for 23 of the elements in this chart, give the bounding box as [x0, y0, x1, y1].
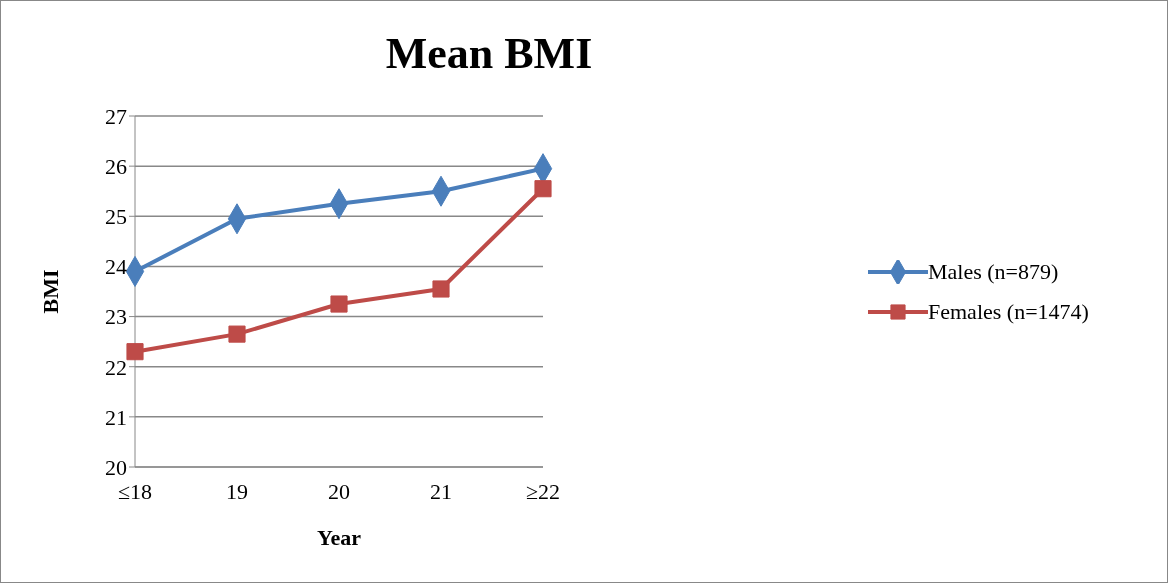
- y-axis-title: BMI: [37, 269, 63, 314]
- y-tick-label: 24: [105, 254, 127, 280]
- y-tick-label: 25: [105, 204, 127, 230]
- chart-title: Mean BMI: [384, 28, 594, 79]
- y-tick-label: 21: [105, 404, 127, 430]
- y-tick-label: 22: [105, 354, 127, 380]
- x-tick-label: 19: [226, 478, 248, 504]
- y-tick-label: 27: [105, 103, 127, 129]
- point: [228, 325, 246, 343]
- x-tick-label: ≥22: [525, 478, 561, 504]
- point: [330, 295, 348, 313]
- x-tick-label: 20: [328, 478, 350, 504]
- point: [432, 280, 450, 298]
- point: [534, 180, 552, 198]
- x-tick-label: 21: [430, 478, 452, 504]
- y-tick-label: 26: [105, 153, 127, 179]
- x-axis-title: Year: [317, 525, 362, 550]
- point: [126, 343, 144, 361]
- legend-label: Females (n=1474): [928, 298, 1089, 325]
- y-tick-label: 20: [105, 454, 127, 480]
- legend-label: Males (n=879): [928, 258, 1059, 285]
- y-tick-label: 23: [105, 304, 127, 330]
- x-tick-label: ≤18: [117, 478, 153, 504]
